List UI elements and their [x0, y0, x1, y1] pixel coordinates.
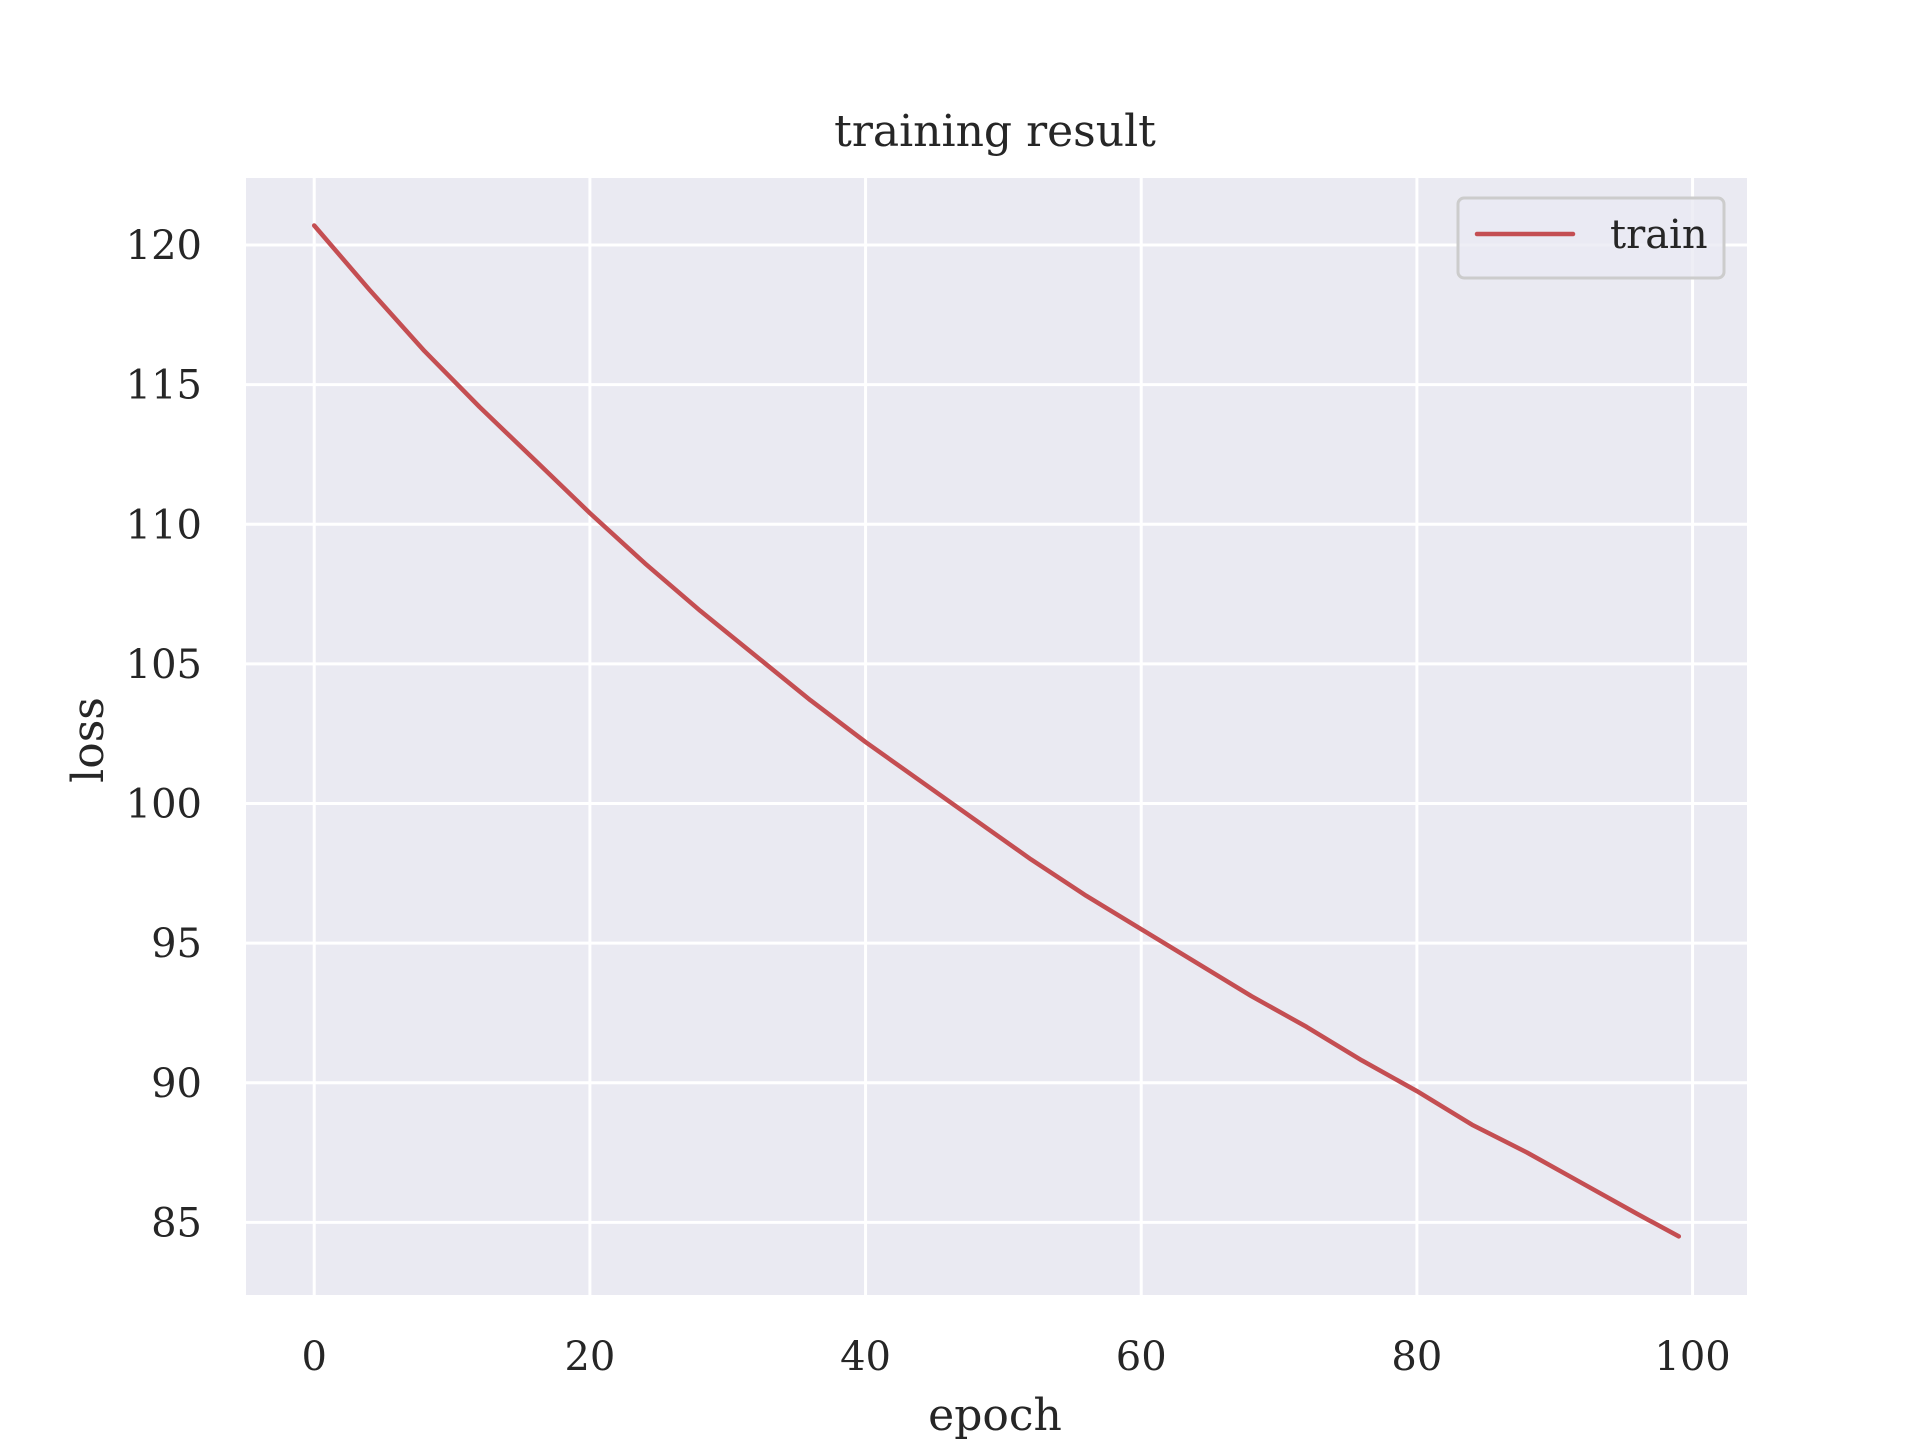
y-tick-label: 95: [151, 921, 202, 967]
y-tick-label: 100: [126, 782, 202, 828]
x-tick-label: 100: [1654, 1334, 1730, 1380]
series-line-train: [311, 223, 1682, 1239]
x-tick-label: 80: [1391, 1334, 1442, 1380]
legend-frame: [1456, 196, 1726, 280]
y-tick-label: 90: [151, 1061, 202, 1107]
y-tick-label: 105: [126, 642, 202, 688]
y-tick-label: 110: [126, 502, 202, 548]
plot-background: [246, 178, 1747, 1295]
chart-title: training result: [834, 106, 1156, 157]
x-axis-label: epoch: [928, 1390, 1062, 1440]
legend-label: train: [1610, 212, 1708, 258]
y-tick-label: 85: [151, 1200, 202, 1246]
legend: train: [1456, 196, 1726, 280]
y-tick-label: 115: [126, 363, 202, 409]
tick-labels: 0 20 40 60 80 100 85 90 95 100 105 110 115 120: [126, 223, 1731, 1380]
x-tick-label: 60: [1116, 1334, 1167, 1380]
x-tick-label: 40: [840, 1334, 891, 1380]
series-layer: [311, 223, 1682, 1239]
y-axis-label: loss: [63, 697, 114, 783]
y-tick-label: 120: [126, 223, 202, 269]
x-tick-label: 0: [302, 1334, 327, 1380]
x-tick-label: 20: [564, 1334, 615, 1380]
